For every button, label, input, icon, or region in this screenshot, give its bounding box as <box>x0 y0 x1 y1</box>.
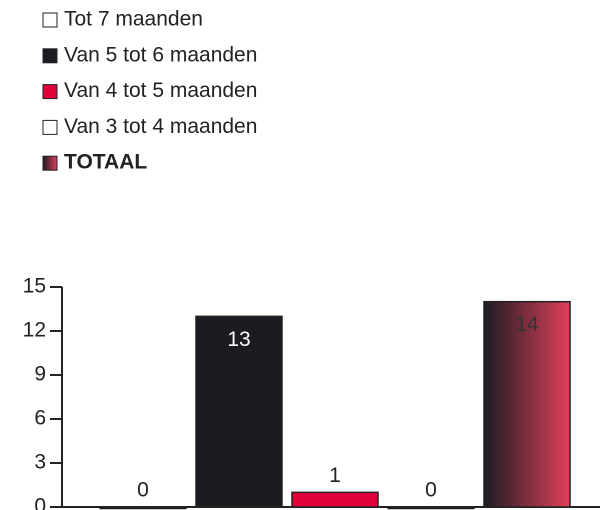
bar <box>291 491 379 508</box>
value-label: 0 <box>137 479 149 502</box>
legend-swatch <box>42 48 58 64</box>
value-label: 13 <box>227 328 250 351</box>
bar <box>387 506 475 510</box>
legend-label: Van 5 tot 6 maanden <box>64 43 257 66</box>
bar <box>483 300 571 508</box>
value-label: 1 <box>329 464 341 487</box>
value-label: 0 <box>425 479 437 502</box>
bar <box>99 506 187 510</box>
legend-swatch <box>42 84 58 100</box>
legend-label: Tot 7 maanden <box>64 8 203 31</box>
y-tick-label: 9 <box>34 363 46 386</box>
y-tick-label: 0 <box>34 495 46 510</box>
bar <box>195 315 283 508</box>
legend-label: Van 4 tot 5 maanden <box>64 79 257 102</box>
y-tick-label: 3 <box>34 451 46 474</box>
legend-label: TOTAAL <box>64 151 147 174</box>
legend-swatch <box>42 12 58 28</box>
y-tick-label: 6 <box>34 407 46 430</box>
y-tick-label: 15 <box>23 275 46 298</box>
legend-label: Van 3 tot 4 maanden <box>64 115 257 138</box>
value-label: 14 <box>515 313 539 336</box>
y-tick-label: 12 <box>23 319 46 342</box>
legend-swatch <box>42 119 58 135</box>
legend-swatch <box>42 155 58 171</box>
